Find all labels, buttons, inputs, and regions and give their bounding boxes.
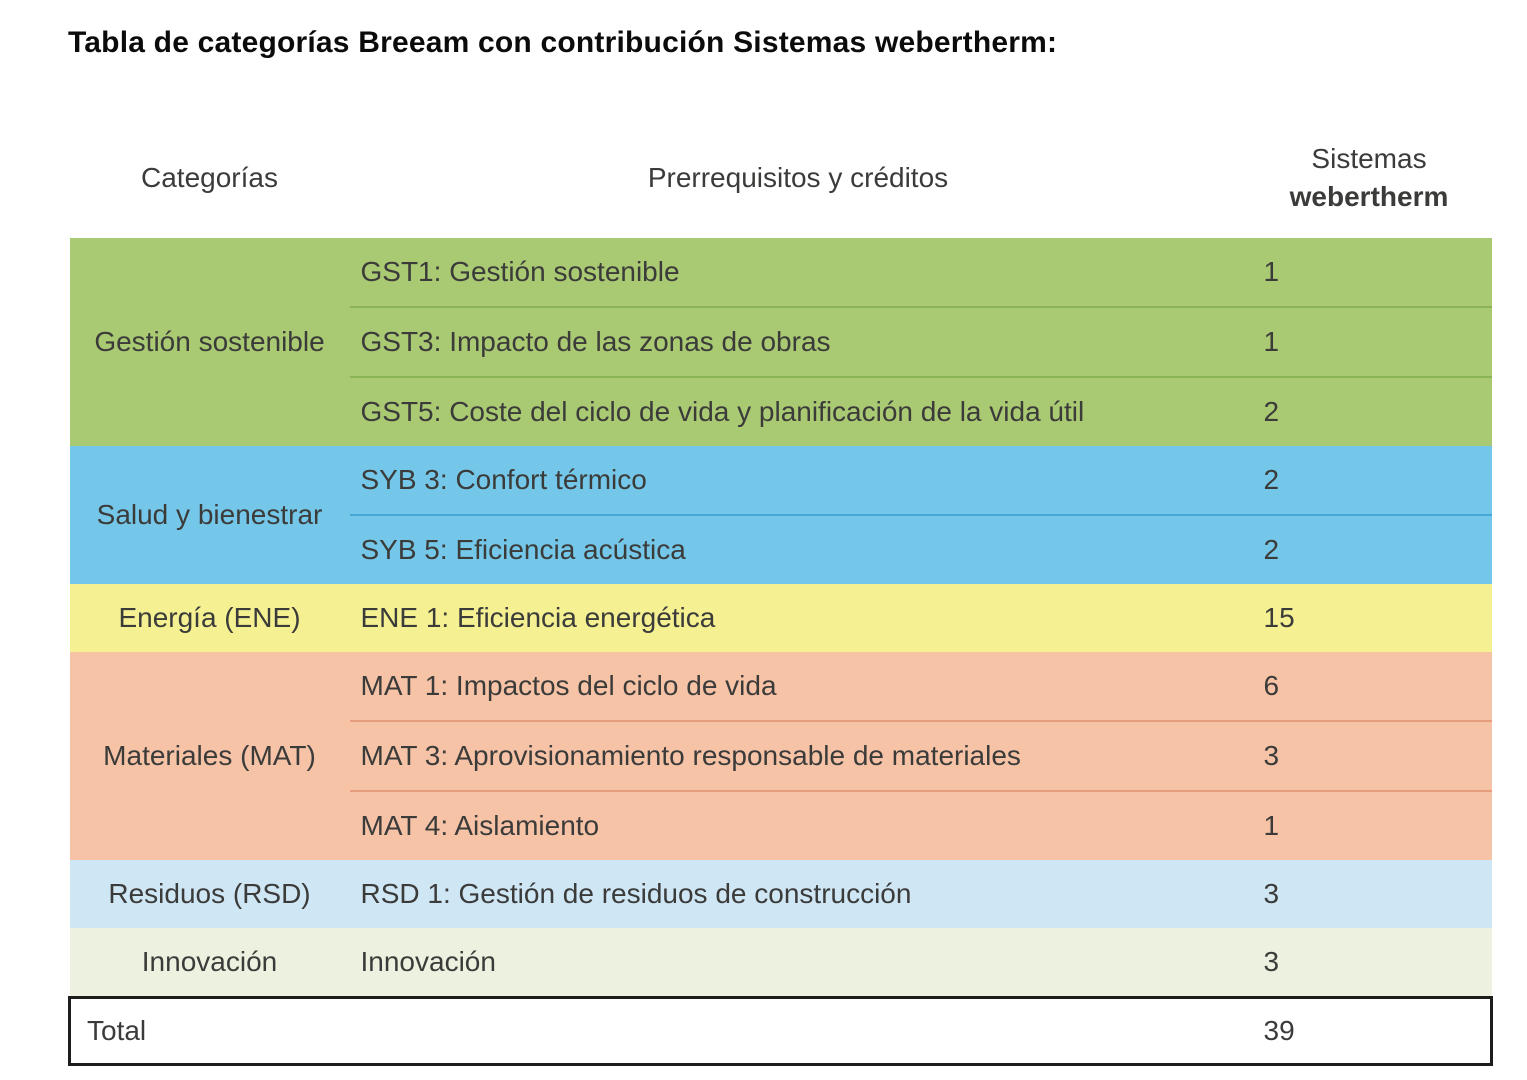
credit-cell: GST3: Impacto de las zonas de obras bbox=[349, 306, 1247, 377]
category-cell-materiales: Materiales (MAT) bbox=[69, 652, 350, 860]
header-sistemas-line: Sistemas bbox=[1311, 143, 1427, 174]
row-ene1: Energía (ENE) ENE 1: Eficiencia energéti… bbox=[69, 584, 1492, 652]
category-cell-gestion: Gestión sostenible bbox=[69, 238, 350, 446]
credit-cell: MAT 3: Aprovisionamiento responsable de … bbox=[349, 720, 1247, 791]
category-line: Materiales bbox=[103, 740, 233, 771]
category-cell-salud: Salud y bienestrar bbox=[69, 446, 350, 584]
breeam-table: Categorías Prerrequisitos y créditos Sis… bbox=[68, 118, 1493, 1066]
total-label-cell: Total bbox=[68, 996, 1247, 1066]
value-cell: 2 bbox=[1246, 514, 1492, 584]
total-value-cell: 39 bbox=[1246, 996, 1493, 1066]
category-line: Gestión bbox=[94, 326, 191, 357]
credit-cell: MAT 4: Aislamiento bbox=[349, 790, 1247, 860]
row-mat3: MAT 3: Aprovisionamiento responsable de … bbox=[70, 720, 1492, 791]
credit-cell: ENE 1: Eficiencia energética bbox=[349, 584, 1247, 652]
row-gst3: GST3: Impacto de las zonas de obras 1 bbox=[70, 306, 1492, 377]
category-line: bienestrar bbox=[197, 499, 323, 530]
credit-cell: SYB 3: Confort térmico bbox=[349, 446, 1247, 515]
value-cell: 15 bbox=[1246, 584, 1492, 652]
row-innovacion: Innovación Innovación 3 bbox=[69, 928, 1492, 998]
header-webertherm-line: webertherm bbox=[1289, 181, 1449, 212]
category-cell-innovacion: Innovación bbox=[69, 928, 350, 998]
value-cell: 3 bbox=[1246, 860, 1492, 928]
credit-cell: GST5: Coste del ciclo de vida y planific… bbox=[349, 376, 1247, 446]
value-cell: 1 bbox=[1246, 306, 1492, 377]
row-gst1: Gestión sostenible GST1: Gestión sosteni… bbox=[69, 238, 1492, 446]
credit-cell: SYB 5: Eficiencia acústica bbox=[349, 514, 1247, 584]
value-cell: 1 bbox=[1246, 238, 1492, 307]
credit-cell: RSD 1: Gestión de residuos de construcci… bbox=[349, 860, 1247, 928]
value-cell: 2 bbox=[1246, 376, 1492, 446]
category-cell-energia: Energía (ENE) bbox=[69, 584, 350, 652]
credit-cell: GST1: Gestión sostenible bbox=[349, 238, 1247, 307]
row-mat4: MAT 4: Aislamiento 1 bbox=[70, 790, 1492, 860]
category-line: Salud y bbox=[96, 499, 191, 530]
page-title: Tabla de categorías Breeam con contribuc… bbox=[68, 26, 1058, 59]
row-total: Total 39 bbox=[68, 996, 1493, 1066]
header-categories: Categorías bbox=[141, 162, 278, 193]
header-sistemas-webertherm: Sistemas webertherm bbox=[1247, 118, 1492, 238]
header-row: Categorías Prerrequisitos y créditos Sis… bbox=[70, 118, 1492, 238]
row-syb5: SYB 5: Eficiencia acústica 2 bbox=[70, 514, 1492, 584]
value-cell: 3 bbox=[1246, 720, 1492, 791]
value-cell: 3 bbox=[1246, 928, 1492, 998]
value-cell: 1 bbox=[1246, 790, 1492, 860]
credit-cell: Innovación bbox=[349, 928, 1247, 998]
category-line: (MAT) bbox=[240, 740, 316, 771]
credit-cell: MAT 1: Impactos del ciclo de vida bbox=[349, 652, 1247, 721]
value-cell: 2 bbox=[1246, 446, 1492, 515]
row-gst5: GST5: Coste del ciclo de vida y planific… bbox=[70, 376, 1492, 446]
header-credits: Prerrequisitos y créditos bbox=[647, 162, 949, 193]
value-cell: 6 bbox=[1246, 652, 1492, 721]
row-rsd1: Residuos (RSD) RSD 1: Gestión de residuo… bbox=[69, 860, 1492, 928]
category-line: sostenible bbox=[198, 326, 325, 357]
row-syb3: Salud y bienestrar SYB 3: Confort térmic… bbox=[69, 446, 1492, 584]
row-mat1: Materiales (MAT) MAT 1: Impactos del cic… bbox=[69, 652, 1492, 860]
category-cell-residuos: Residuos (RSD) bbox=[69, 860, 350, 928]
